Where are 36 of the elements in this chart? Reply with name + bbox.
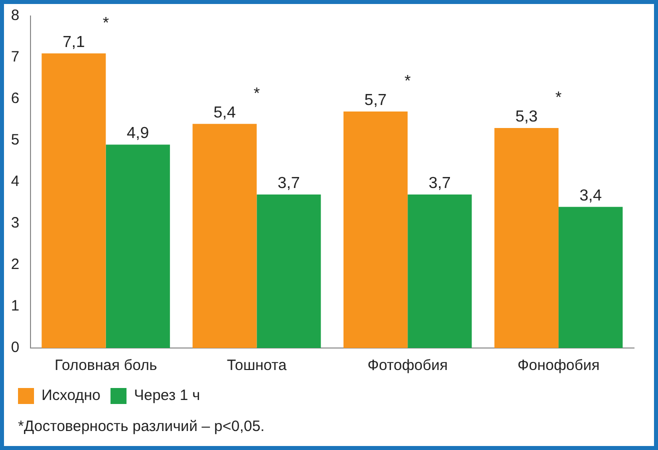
data-label: 5,7 [364, 92, 387, 109]
text: *Достоверность различий – p<0,05. [18, 418, 265, 435]
y-tick-label: 0 [11, 339, 20, 356]
bar [494, 128, 559, 348]
y-tick-label: 8 [11, 7, 20, 24]
y-tick-label: 2 [11, 256, 20, 274]
y-tick-label: 1 [11, 298, 20, 315]
y-tick-label: 7 [11, 48, 20, 66]
annotation: * [254, 85, 260, 102]
bar [192, 124, 257, 348]
x-tick-label: Фонофобия [517, 357, 600, 374]
x-tick-label: Головная боль [54, 357, 158, 374]
legend-label: Через 1 ч [134, 387, 200, 404]
bar [343, 111, 408, 348]
data-label: 3,7 [278, 174, 300, 192]
bar [42, 53, 106, 348]
legend-label: Исходно [42, 387, 101, 404]
data-label: 3,4 [579, 187, 602, 204]
bar [106, 144, 170, 348]
y-tick-label: 5 [11, 132, 20, 149]
annotation: * [404, 72, 411, 90]
y-tick-label: 3 [11, 214, 20, 232]
data-label: 7,1 [62, 34, 85, 51]
y-tick-label: 6 [11, 90, 20, 108]
annotation: * [555, 89, 562, 106]
data-label: 3,7 [428, 174, 451, 192]
y-tick-label: 4 [11, 173, 20, 190]
bar [256, 194, 321, 348]
annotation: * [102, 14, 109, 32]
x-tick-label: Тошнота [226, 357, 288, 374]
data-label: 5,3 [515, 108, 538, 126]
x-tick-label: Фотофобия [368, 357, 448, 374]
data-label: 5,4 [214, 104, 236, 122]
bar [408, 194, 472, 348]
data-label: 4,9 [126, 125, 150, 142]
bar [558, 206, 623, 348]
